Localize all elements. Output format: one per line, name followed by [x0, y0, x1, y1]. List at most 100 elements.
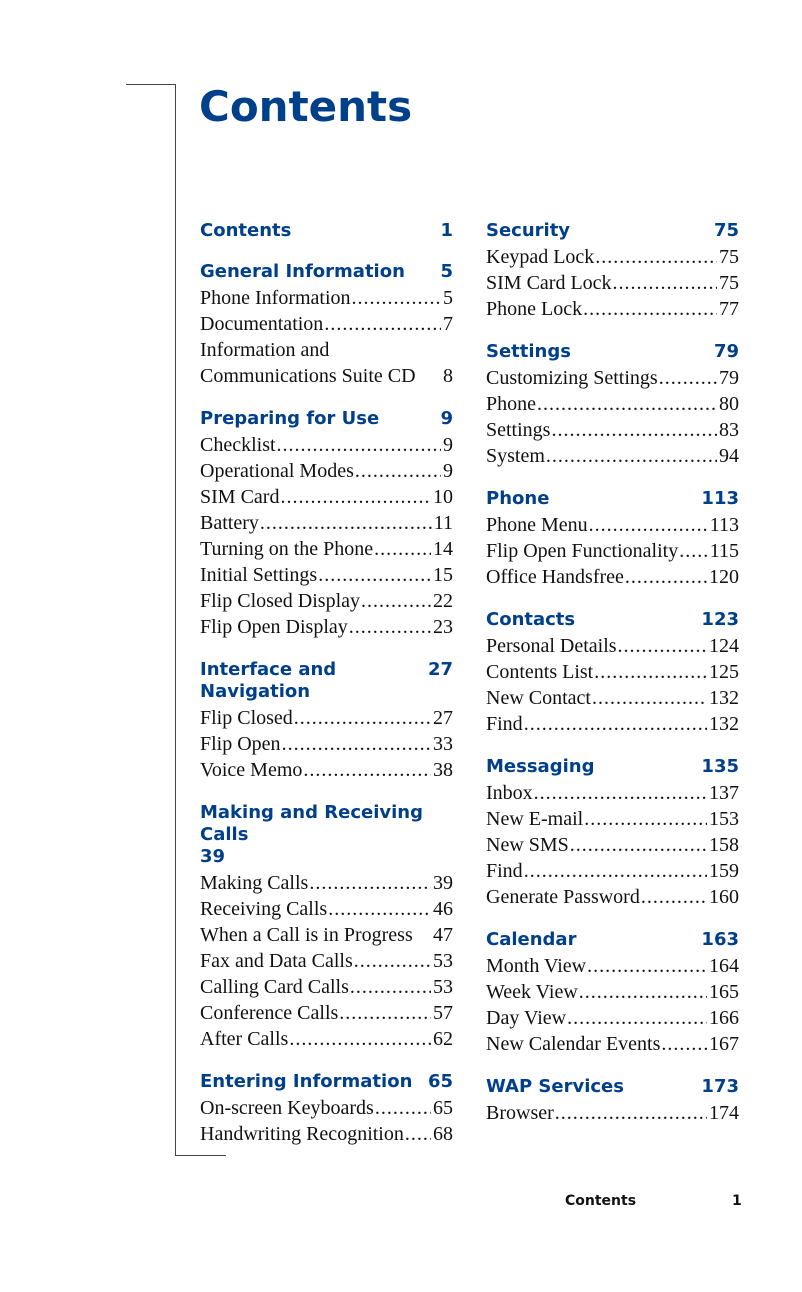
section-heading[interactable]: Calendar 163 [486, 929, 739, 951]
toc-entry[interactable]: Phone Information 5 [200, 285, 453, 311]
section-title[interactable]: Calendar [486, 929, 577, 950]
toc-entry[interactable]: Settings 83 [486, 417, 739, 443]
section-heading[interactable]: Interface and Navigation 27 [200, 659, 453, 703]
toc-entry[interactable]: Flip Open 33 [200, 731, 453, 757]
section-title[interactable]: Security [486, 220, 571, 241]
entry-title[interactable]: Voice Memo [200, 759, 303, 781]
entry-title[interactable]: Inbox [486, 782, 533, 804]
entry-title[interactable]: On-screen Keyboards [200, 1097, 374, 1119]
entry-title[interactable]: Initial Settings [200, 564, 318, 586]
toc-entry[interactable]: New SMS 158 [486, 832, 739, 858]
toc-entry[interactable]: Flip Closed 27 [200, 705, 453, 731]
toc-entry[interactable]: Calling Card Calls 53 [200, 974, 453, 1000]
toc-entry[interactable]: Inbox 137 [486, 780, 739, 806]
toc-entry[interactable]: Office Handsfree 120 [486, 564, 739, 590]
toc-entry[interactable]: Fax and Data Calls 53 [200, 948, 453, 974]
entry-title[interactable]: Calling Card Calls [200, 976, 349, 998]
toc-entry[interactable]: Keypad Lock 75 [486, 244, 739, 270]
entry-title[interactable]: Phone Menu [486, 514, 588, 536]
toc-entry[interactable]: On-screen Keyboards 65 [200, 1095, 453, 1121]
toc-entry[interactable]: Phone Menu 113 [486, 512, 739, 538]
toc-entry[interactable]: Customizing Settings 79 [486, 365, 739, 391]
toc-entry[interactable]: Operational Modes 9 [200, 458, 453, 484]
section-heading[interactable]: Contacts 123 [486, 609, 739, 631]
toc-entry[interactable]: New E-mail 153 [486, 806, 739, 832]
toc-entry[interactable]: Contents List 125 [486, 659, 739, 685]
entry-title[interactable]: Flip Open Display [200, 616, 348, 638]
toc-entry[interactable]: Week View 165 [486, 979, 739, 1005]
entry-title[interactable]: Checklist [200, 434, 276, 456]
section-title[interactable]: Phone [486, 488, 550, 509]
toc-entry[interactable]: Checklist 9 [200, 432, 453, 458]
toc-entry[interactable]: Turning on the Phone 14 [200, 536, 453, 562]
entry-title[interactable]: After Calls [200, 1028, 289, 1050]
toc-entry[interactable]: Documentation 7 [200, 311, 453, 337]
toc-entry[interactable]: Generate Password 160 [486, 884, 739, 910]
toc-entry[interactable]: Flip Closed Display 22 [200, 588, 453, 614]
toc-entry[interactable]: Find 159 [486, 858, 739, 884]
entry-title[interactable]: Phone [486, 393, 536, 415]
section-heading[interactable]: Security 75 [486, 220, 739, 242]
section-heading[interactable]: Contents 1 [200, 220, 453, 242]
toc-entry[interactable]: Day View 166 [486, 1005, 739, 1031]
toc-entry[interactable]: Flip Open Display 23 [200, 614, 453, 640]
toc-entry[interactable]: Flip Open Functionality 115 [486, 538, 739, 564]
entry-title[interactable]: Conference Calls [200, 1002, 339, 1024]
entry-title[interactable]: Communications Suite CD [200, 365, 416, 387]
entry-title[interactable]: Handwriting Recognition [200, 1123, 404, 1145]
toc-entry[interactable]: When a Call is in Progress 47 [200, 922, 453, 948]
toc-entry[interactable]: Communications Suite CD 8 [200, 363, 453, 389]
section-title[interactable]: Settings [486, 341, 571, 362]
section-title[interactable]: Entering Information [200, 1071, 413, 1092]
entry-title[interactable]: Find [486, 860, 523, 882]
entry-title[interactable]: Day View [486, 1007, 567, 1029]
section-heading[interactable]: Settings 79 [486, 341, 739, 363]
entry-title[interactable]: Receiving Calls [200, 898, 328, 920]
entry-title[interactable]: New Contact [486, 687, 591, 709]
entry-title[interactable]: Operational Modes [200, 460, 354, 482]
entry-title[interactable]: Fax and Data Calls [200, 950, 353, 972]
toc-entry[interactable]: Handwriting Recognition 68 [200, 1121, 453, 1147]
entry-title[interactable]: Battery [200, 512, 259, 534]
section-title[interactable]: Messaging [486, 756, 595, 777]
entry-title[interactable]: Flip Closed Display [200, 590, 361, 612]
toc-entry[interactable]: Voice Memo 38 [200, 757, 453, 783]
entry-title[interactable]: System [486, 445, 545, 467]
toc-entry[interactable]: Information and [200, 337, 453, 363]
section-heading[interactable]: Entering Information 65 [200, 1071, 453, 1093]
entry-title[interactable]: Month View [486, 955, 587, 977]
entry-title[interactable]: Flip Open Functionality [486, 540, 679, 562]
toc-entry[interactable]: Browser 174 [486, 1100, 739, 1126]
entry-title[interactable]: New SMS [486, 834, 569, 856]
entry-title[interactable]: Settings [486, 419, 551, 441]
section-title[interactable]: General Information [200, 261, 405, 282]
toc-entry[interactable]: SIM Card Lock 75 [486, 270, 739, 296]
section-heading[interactable]: Phone 113 [486, 488, 739, 510]
section-title[interactable]: Contents [200, 220, 292, 241]
entry-title[interactable]: Flip Open [200, 733, 281, 755]
toc-entry[interactable]: Battery 11 [200, 510, 453, 536]
toc-entry[interactable]: New Contact 132 [486, 685, 739, 711]
entry-title[interactable]: SIM Card [200, 486, 280, 508]
entry-title[interactable]: Flip Closed [200, 707, 293, 729]
entry-title[interactable]: Phone Lock [486, 298, 583, 320]
toc-entry[interactable]: Initial Settings 15 [200, 562, 453, 588]
section-heading[interactable]: Messaging 135 [486, 756, 739, 778]
entry-title[interactable]: Week View [486, 981, 578, 1003]
toc-entry[interactable]: Phone Lock 77 [486, 296, 739, 322]
section-heading[interactable]: Making and Receiving Calls 39 [200, 802, 453, 868]
entry-title[interactable]: Information and [200, 339, 330, 361]
entry-title[interactable]: SIM Card Lock [486, 272, 612, 294]
entry-title[interactable]: Phone Information [200, 287, 351, 309]
toc-entry[interactable]: New Calendar Events 167 [486, 1031, 739, 1057]
toc-entry[interactable]: After Calls 62 [200, 1026, 453, 1052]
entry-title[interactable]: New Calendar Events [486, 1033, 661, 1055]
toc-entry[interactable]: Find 132 [486, 711, 739, 737]
section-title[interactable]: Interface and Navigation [200, 659, 337, 702]
section-title[interactable]: WAP Services [486, 1076, 624, 1097]
toc-entry[interactable]: Phone 80 [486, 391, 739, 417]
entry-title[interactable]: Browser [486, 1102, 554, 1124]
entry-title[interactable]: Contents List [486, 661, 594, 683]
toc-entry[interactable]: Conference Calls 57 [200, 1000, 453, 1026]
entry-title[interactable]: Documentation [200, 313, 324, 335]
